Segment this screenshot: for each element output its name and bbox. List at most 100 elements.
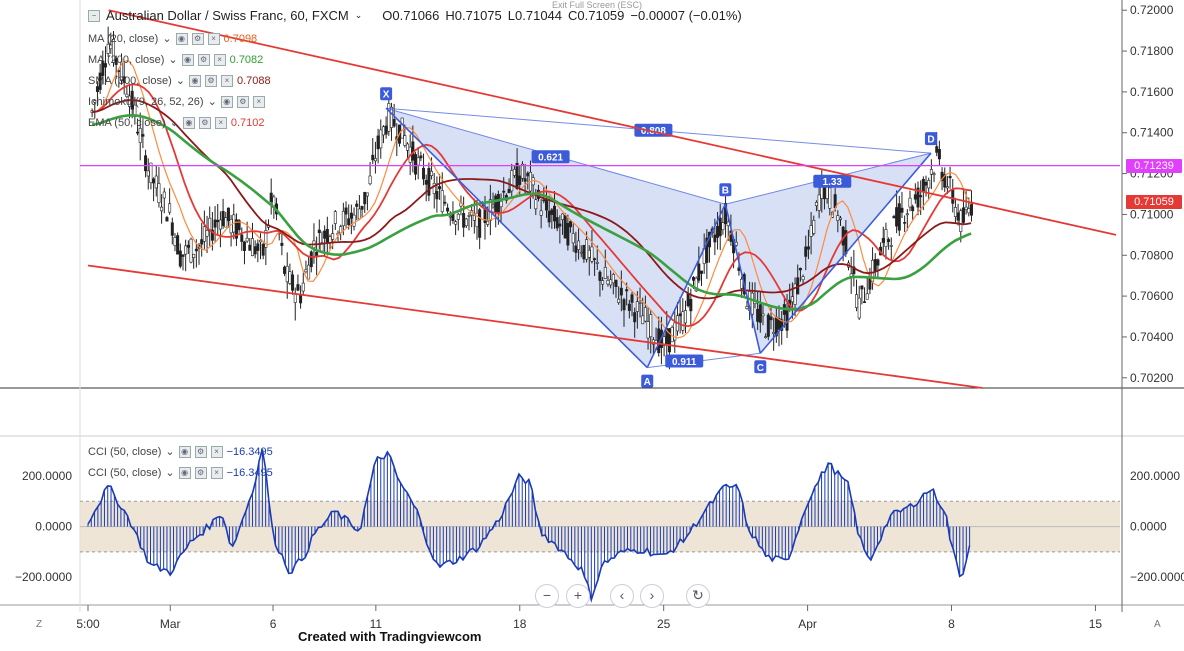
candle-body	[221, 211, 225, 227]
close-icon[interactable]: ×	[213, 53, 226, 66]
candle-body	[705, 237, 709, 263]
zoom-out-button[interactable]: −	[535, 584, 559, 608]
eye-icon[interactable]: ◉	[182, 116, 195, 129]
close-icon[interactable]: ×	[214, 116, 227, 129]
candle-body	[943, 174, 947, 188]
chevron-down-icon[interactable]: ⌄	[207, 96, 217, 108]
candle-body	[109, 44, 113, 50]
ema50-line	[91, 83, 972, 328]
chart-header: − Australian Dollar / Swiss Franc, 60, F…	[88, 8, 742, 23]
candle-body	[152, 178, 156, 184]
candle-body	[181, 254, 185, 257]
candle-body	[357, 208, 361, 220]
candle-body	[491, 204, 495, 208]
scroll-right-button[interactable]: ›	[640, 584, 664, 608]
gear-icon[interactable]: ⚙	[204, 74, 217, 87]
close-icon[interactable]: ×	[252, 95, 265, 108]
candle-body	[697, 263, 701, 281]
cci-legend-row[interactable]: CCI (50, close) ⌄ ◉ ⚙ × −16.3495	[88, 445, 273, 458]
candle-body	[579, 251, 583, 254]
candle-body	[360, 205, 364, 210]
legend-row[interactable]: SMA (300, close) ⌄ ◉ ⚙ × 0.7088	[88, 74, 271, 87]
chevron-down-icon[interactable]: ⌄	[168, 54, 178, 66]
gear-icon[interactable]: ⚙	[198, 116, 211, 129]
candle-body	[138, 128, 142, 143]
candle-body	[103, 63, 107, 68]
y-tick-label: 0.71600	[1130, 85, 1174, 99]
pattern-point-badge	[380, 87, 393, 101]
candle-body	[809, 225, 813, 237]
scroll-left-button[interactable]: ‹	[610, 584, 634, 608]
footer-credit: Created with Tradingviewcom	[298, 629, 482, 644]
x-tick-label: Mar	[160, 617, 181, 631]
gear-icon[interactable]: ⚙	[194, 466, 207, 479]
candle-body	[178, 250, 182, 267]
close-icon[interactable]: ×	[207, 32, 220, 45]
gear-icon[interactable]: ⚙	[191, 32, 204, 45]
auto-scale-button[interactable]: A	[1154, 619, 1161, 630]
candle-body	[678, 313, 682, 317]
candle-body	[242, 241, 246, 251]
candle-body	[93, 100, 97, 103]
candle-body	[419, 155, 423, 159]
cci-legend-label: CCI (50, close)	[88, 445, 162, 458]
gear-icon[interactable]: ⚙	[197, 53, 210, 66]
reset-chart-button[interactable]: ↻	[686, 584, 710, 608]
eye-icon[interactable]: ◉	[181, 53, 194, 66]
legend-value: 0.7102	[230, 116, 265, 129]
legend-row[interactable]: Ichimoku (9, 26, 52, 26) ⌄ ◉ ⚙ ×	[88, 95, 269, 108]
eye-icon[interactable]: ◉	[220, 95, 233, 108]
symbol-title[interactable]: Australian Dollar / Swiss Franc, 60, FXC…	[106, 8, 349, 23]
gear-icon[interactable]: ⚙	[194, 445, 207, 458]
candle-body	[347, 218, 351, 226]
collapse-icon[interactable]: −	[88, 9, 100, 22]
legend-row[interactable]: EMA (50, close) ⌄ ◉ ⚙ × 0.7102	[88, 116, 265, 129]
chevron-down-icon[interactable]: ⌄	[169, 117, 179, 129]
eye-icon[interactable]: ◉	[175, 32, 188, 45]
candle-body	[502, 190, 506, 193]
candle-body	[424, 180, 428, 185]
candle-body	[895, 207, 899, 227]
candle-body	[256, 243, 260, 251]
candle-body	[539, 210, 543, 216]
cci-y-tick-label: 200.0000	[1130, 469, 1180, 483]
chevron-down-icon[interactable]: ⌄	[354, 10, 363, 20]
chevron-down-icon[interactable]: ⌄	[165, 446, 175, 458]
close-icon[interactable]: ×	[210, 466, 223, 479]
cci-legend-row[interactable]: CCI (50, close) ⌄ ◉ ⚙ × −16.3495	[88, 466, 273, 479]
y-tick-label: 0.71800	[1130, 44, 1174, 58]
candle-body	[344, 207, 348, 215]
chevron-down-icon[interactable]: ⌄	[162, 33, 172, 45]
exit-fullscreen-hint[interactable]: Exit Full Screen (ESC)	[552, 0, 643, 10]
candle-body	[635, 301, 639, 312]
timezone-button[interactable]: Z	[36, 619, 43, 630]
legend-row[interactable]: MA (200, close) ⌄ ◉ ⚙ × 0.7082	[88, 53, 263, 66]
candle-body	[611, 274, 615, 284]
pattern-point-label: C	[757, 363, 764, 374]
cci-legend-label: CCI (50, close)	[88, 466, 162, 479]
legend-row[interactable]: MA (20, close) ⌄ ◉ ⚙ × 0.7098	[88, 32, 257, 45]
close-icon[interactable]: ×	[210, 445, 223, 458]
pattern-ratio-label: 1.33	[823, 177, 843, 188]
candle-body	[780, 319, 784, 331]
eye-icon[interactable]: ◉	[178, 466, 191, 479]
chevron-down-icon[interactable]: ⌄	[175, 75, 185, 87]
candle-body	[307, 264, 311, 280]
close-icon[interactable]: ×	[220, 74, 233, 87]
candle-body	[860, 285, 864, 290]
candle-body	[593, 258, 597, 260]
eye-icon[interactable]: ◉	[178, 445, 191, 458]
candle-body	[948, 175, 952, 179]
zoom-in-button[interactable]: +	[566, 584, 590, 608]
candle-body	[403, 135, 407, 146]
candle-body	[446, 207, 450, 212]
candle-body	[200, 239, 204, 245]
eye-icon[interactable]: ◉	[188, 74, 201, 87]
ma20-line	[91, 59, 972, 339]
gear-icon[interactable]: ⚙	[236, 95, 249, 108]
candle-body	[486, 220, 490, 225]
pattern-ratio-badge	[531, 150, 570, 164]
chevron-down-icon[interactable]: ⌄	[165, 467, 175, 479]
x-tick-label: 18	[513, 617, 527, 631]
legend-label: SMA (300, close)	[88, 74, 172, 87]
